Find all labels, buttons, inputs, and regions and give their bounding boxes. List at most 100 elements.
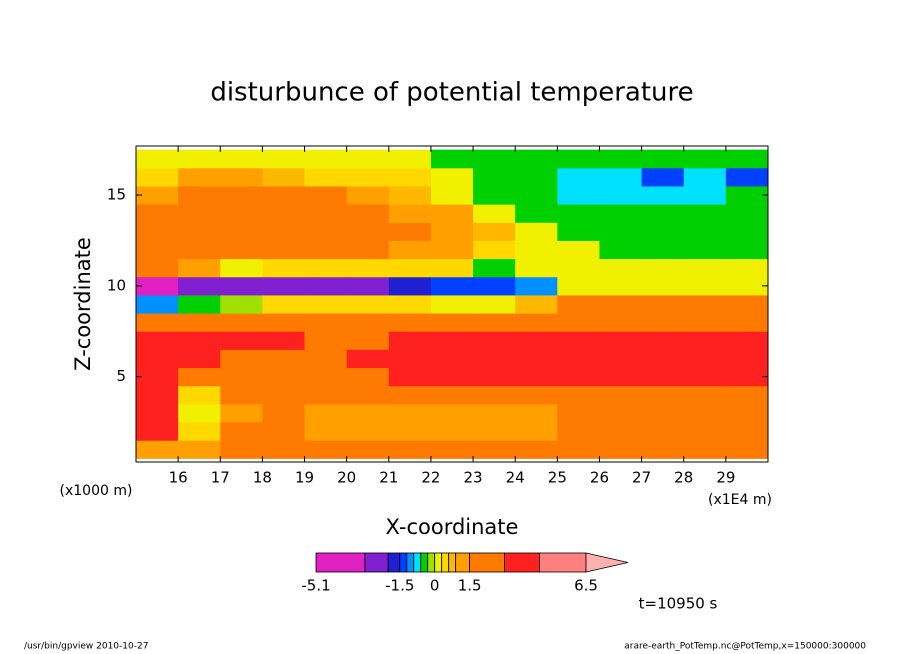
x-tick-label: 22 [421,469,440,487]
contour-cell [304,313,348,332]
contour-cell [430,222,474,241]
contour-cell [683,149,727,169]
contour-cell [641,276,685,296]
contour-cell [262,240,306,260]
x-tick-label: 28 [674,469,693,487]
contour-cell [683,185,727,205]
contour-cell [683,258,727,278]
contour-cell [220,331,263,350]
contour-cell [388,149,432,169]
contour-cell [304,349,348,369]
contour-cell [178,349,221,369]
colorbar-tick-label: 6.5 [574,577,598,595]
contour-cell [388,313,432,332]
contour-cell [557,276,600,296]
contour-cell [388,385,432,405]
contour-cell [557,240,600,260]
contour-cell [304,240,348,260]
contour-cell [430,149,474,169]
contour-cell [178,422,221,441]
x-tick-label: 21 [379,469,398,487]
contour-cell [557,313,600,332]
colorbar-tick-label: 0 [430,577,440,595]
contour-cell [557,331,600,350]
x-tick-label: 26 [590,469,609,487]
contour-cell [304,422,348,441]
contour-cell [430,294,474,314]
contour-cell [304,149,348,169]
contour-cell [388,185,432,205]
contour-cell [220,403,263,423]
contour-cell [430,204,474,223]
contour-cell [725,185,768,205]
contour-cell [599,149,643,169]
contour-cell [430,258,474,278]
contour-cell [599,294,643,314]
contour-cell [388,422,432,441]
contour-cell [641,294,685,314]
contour-cell [515,222,558,241]
colorbar-overflow [585,552,629,573]
y-tick-label: 5 [116,367,126,385]
contour-cell [346,294,390,314]
colorbar-box [387,552,401,573]
contour-cell [178,276,221,296]
contour-cell [136,367,179,387]
contour-cell [136,422,179,441]
contour-cell [599,167,643,187]
colorbar-tick-label: -5.1 [301,577,330,595]
x-tick-label: 24 [506,469,525,487]
contour-cell [388,258,432,278]
contour-cell [725,294,768,314]
contour-cell [262,385,306,405]
y-unit-label: (x1000 m) [60,483,133,499]
contour-cell [346,167,390,187]
contour-cell [473,204,516,223]
contour-cell [515,258,558,278]
contour-cell [388,349,432,369]
contour-cell [262,204,306,223]
contour-cell [515,185,558,205]
contour-cell [178,185,221,205]
contour-cell [178,167,221,187]
contour-cell [557,440,600,459]
contour-cell [262,149,306,169]
contour-cell [599,222,643,241]
contour-cell [683,385,727,405]
contour-cell [557,149,600,169]
contour-cell [430,276,474,296]
chart-title: disturbunce of potential temperature [210,78,693,108]
contour-cell [178,222,221,241]
y-tick-label: 15 [107,186,126,204]
contour-cell [346,185,390,205]
footer-left: /usr/bin/gpview 2010-10-27 [24,642,148,652]
contour-cell [178,149,221,169]
contour-cell [430,331,474,350]
contour-cell [430,349,474,369]
contour-cell [473,167,516,187]
contour-cell [346,222,390,241]
contour-cell [641,367,685,387]
contour-cell [346,403,390,423]
contour-cell [683,276,727,296]
contour-cell [220,240,263,260]
contour-field [136,149,768,459]
contour-cell [388,367,432,387]
colorbar-box [413,552,422,573]
contour-cell [220,149,263,169]
contour-cell [515,313,558,332]
contour-cell [136,185,179,205]
time-annotation: t=10950 s [639,595,718,613]
x-tick-label: 20 [337,469,356,487]
contour-cell [641,403,685,423]
contour-cell [473,422,516,441]
contour-cell [683,204,727,223]
contour-cell [388,240,432,260]
contour-cell [346,204,390,223]
colorbar-box [448,552,457,573]
contour-cell [473,331,516,350]
contour-cell [683,313,727,332]
contour-cell [557,204,600,223]
contour-cell [641,313,685,332]
contour-cell [262,367,306,387]
